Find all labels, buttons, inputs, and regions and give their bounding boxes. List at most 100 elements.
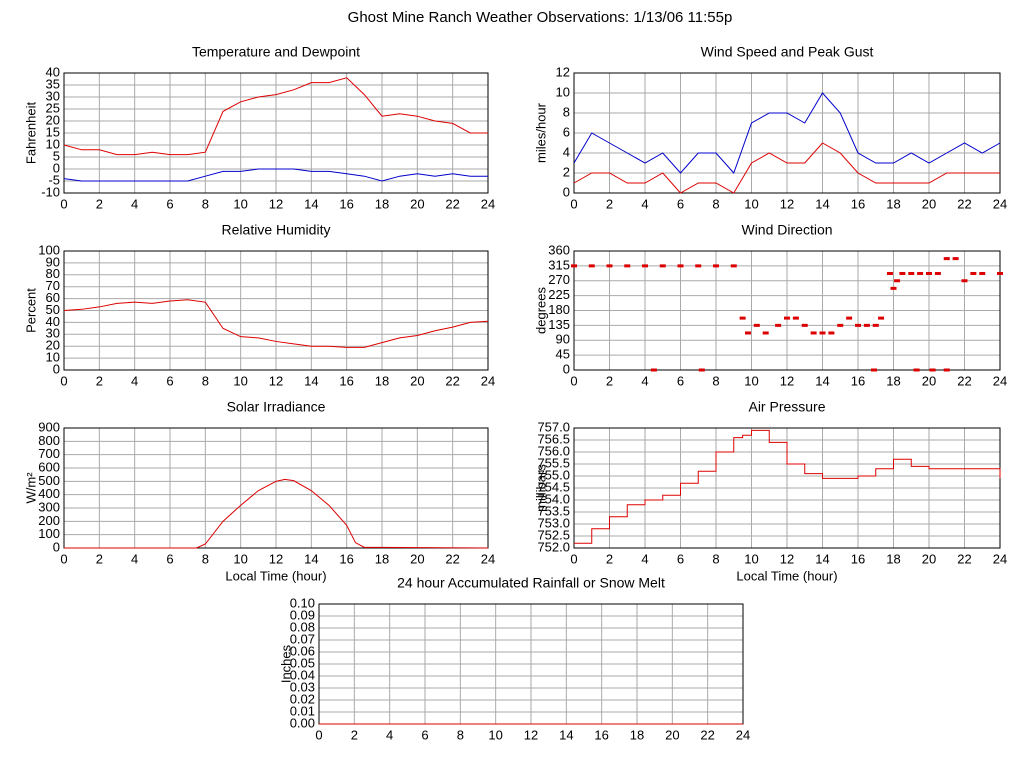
y-tick-label: 100 (38, 242, 60, 257)
data-point (753, 323, 760, 327)
data-point (970, 271, 977, 275)
y-tick-label: 0.08 (290, 619, 315, 634)
y-tick-label: 135 (548, 317, 570, 332)
data-point (677, 264, 684, 268)
x-tick-label: 22 (445, 196, 459, 211)
x-tick-label: 16 (339, 196, 353, 211)
x-tick-label: 6 (166, 373, 173, 388)
y-tick-label: 270 (548, 272, 570, 287)
x-tick-label: 4 (641, 196, 648, 211)
y-axis-label: Percent (23, 288, 38, 333)
x-tick-label: 14 (304, 551, 318, 566)
x-tick-label: 8 (202, 196, 209, 211)
data-point (810, 331, 817, 335)
page-title: Ghost Mine Ranch Weather Observations: 1… (348, 9, 733, 26)
data-point (784, 316, 790, 320)
data-point (775, 323, 782, 327)
y-tick-label: 756.0 (537, 443, 570, 458)
x-tick-label: 20 (410, 373, 424, 388)
y-tick-label: 754.5 (537, 479, 570, 494)
x-tick-label: 4 (641, 551, 648, 566)
x-tick-label: 14 (304, 196, 318, 211)
y-axis-label: W/m² (23, 472, 38, 504)
x-tick-label: 0 (570, 196, 577, 211)
plot-frame (573, 72, 1001, 194)
x-tick-label: 14 (815, 196, 829, 211)
x-tick-label: 22 (700, 727, 714, 742)
y-axis-label: degrees (533, 287, 548, 334)
y-tick-label: 10 (556, 84, 570, 99)
data-point (659, 264, 666, 268)
chart-title: 24 hour Accumulated Rainfall or Snow Mel… (397, 575, 665, 591)
data-line (573, 92, 1001, 174)
x-tick-label: 18 (886, 551, 900, 566)
x-tick-label: 0 (60, 196, 67, 211)
y-tick-label: 755.0 (537, 467, 570, 482)
chart-title: Wind Direction (741, 222, 832, 238)
y-tick-label: 800 (38, 433, 60, 448)
y-tick-label: 400 (38, 486, 60, 501)
data-point (739, 316, 746, 320)
chart-title: Solar Irradiance (227, 399, 326, 415)
data-point (952, 257, 959, 261)
y-tick-label: 756.5 (537, 431, 570, 446)
y-tick-label: 0.09 (290, 607, 315, 622)
x-tick-label: 6 (166, 196, 173, 211)
y-tick-label: 40 (46, 64, 60, 79)
x-tick-label: 20 (922, 373, 936, 388)
x-tick-label: 20 (922, 196, 936, 211)
x-tick-label: 2 (96, 196, 103, 211)
y-tick-label: 225 (548, 287, 570, 302)
x-tick-label: 4 (386, 727, 393, 742)
x-tick-label: 22 (957, 551, 971, 566)
x-axis-label: Local Time (hour) (736, 568, 837, 583)
data-point (908, 271, 915, 275)
y-tick-label: 80 (46, 266, 60, 281)
data-point (863, 323, 870, 327)
y-tick-label: 600 (38, 459, 60, 474)
y-tick-label: 0 (53, 361, 60, 376)
y-tick-label: 300 (38, 499, 60, 514)
y-tick-label: 315 (548, 257, 570, 272)
x-tick-label: 16 (851, 551, 865, 566)
x-tick-label: 18 (375, 551, 389, 566)
data-point (846, 316, 853, 320)
data-point (762, 331, 769, 335)
y-tick-label: 70 (46, 278, 60, 293)
data-point (713, 264, 719, 268)
y-tick-label: -10 (41, 184, 60, 199)
data-point (730, 264, 737, 268)
data-point (917, 271, 924, 275)
data-point (934, 271, 941, 275)
y-tick-label: 0 (53, 160, 60, 175)
y-tick-label: 45 (556, 347, 570, 362)
data-point (571, 264, 577, 268)
x-tick-label: 18 (630, 727, 644, 742)
x-tick-label: 6 (677, 373, 684, 388)
x-tick-label: 10 (744, 551, 758, 566)
x-tick-label: 6 (166, 551, 173, 566)
x-tick-label: 12 (780, 373, 794, 388)
x-tick-label: 4 (131, 551, 138, 566)
y-tick-label: 100 (38, 526, 60, 541)
y-tick-label: 200 (38, 513, 60, 528)
x-tick-label: 0 (570, 551, 577, 566)
x-tick-label: 10 (233, 551, 247, 566)
x-tick-label: 8 (202, 551, 209, 566)
y-tick-label: 12 (556, 64, 570, 79)
x-tick-label: 2 (96, 373, 103, 388)
data-point (698, 368, 705, 372)
x-tick-label: 18 (375, 373, 389, 388)
y-tick-label: 0.00 (290, 715, 315, 730)
x-tick-label: 6 (677, 551, 684, 566)
y-tick-label: 500 (38, 473, 60, 488)
data-point (828, 331, 835, 335)
data-point (929, 368, 936, 372)
y-tick-label: 15 (46, 124, 60, 139)
data-point (588, 264, 595, 268)
chart-title: Temperature and Dewpoint (192, 44, 360, 60)
x-tick-label: 8 (712, 551, 719, 566)
y-tick-label: 50 (46, 302, 60, 317)
y-tick-label: 752.0 (537, 539, 570, 554)
x-tick-label: 24 (993, 196, 1007, 211)
